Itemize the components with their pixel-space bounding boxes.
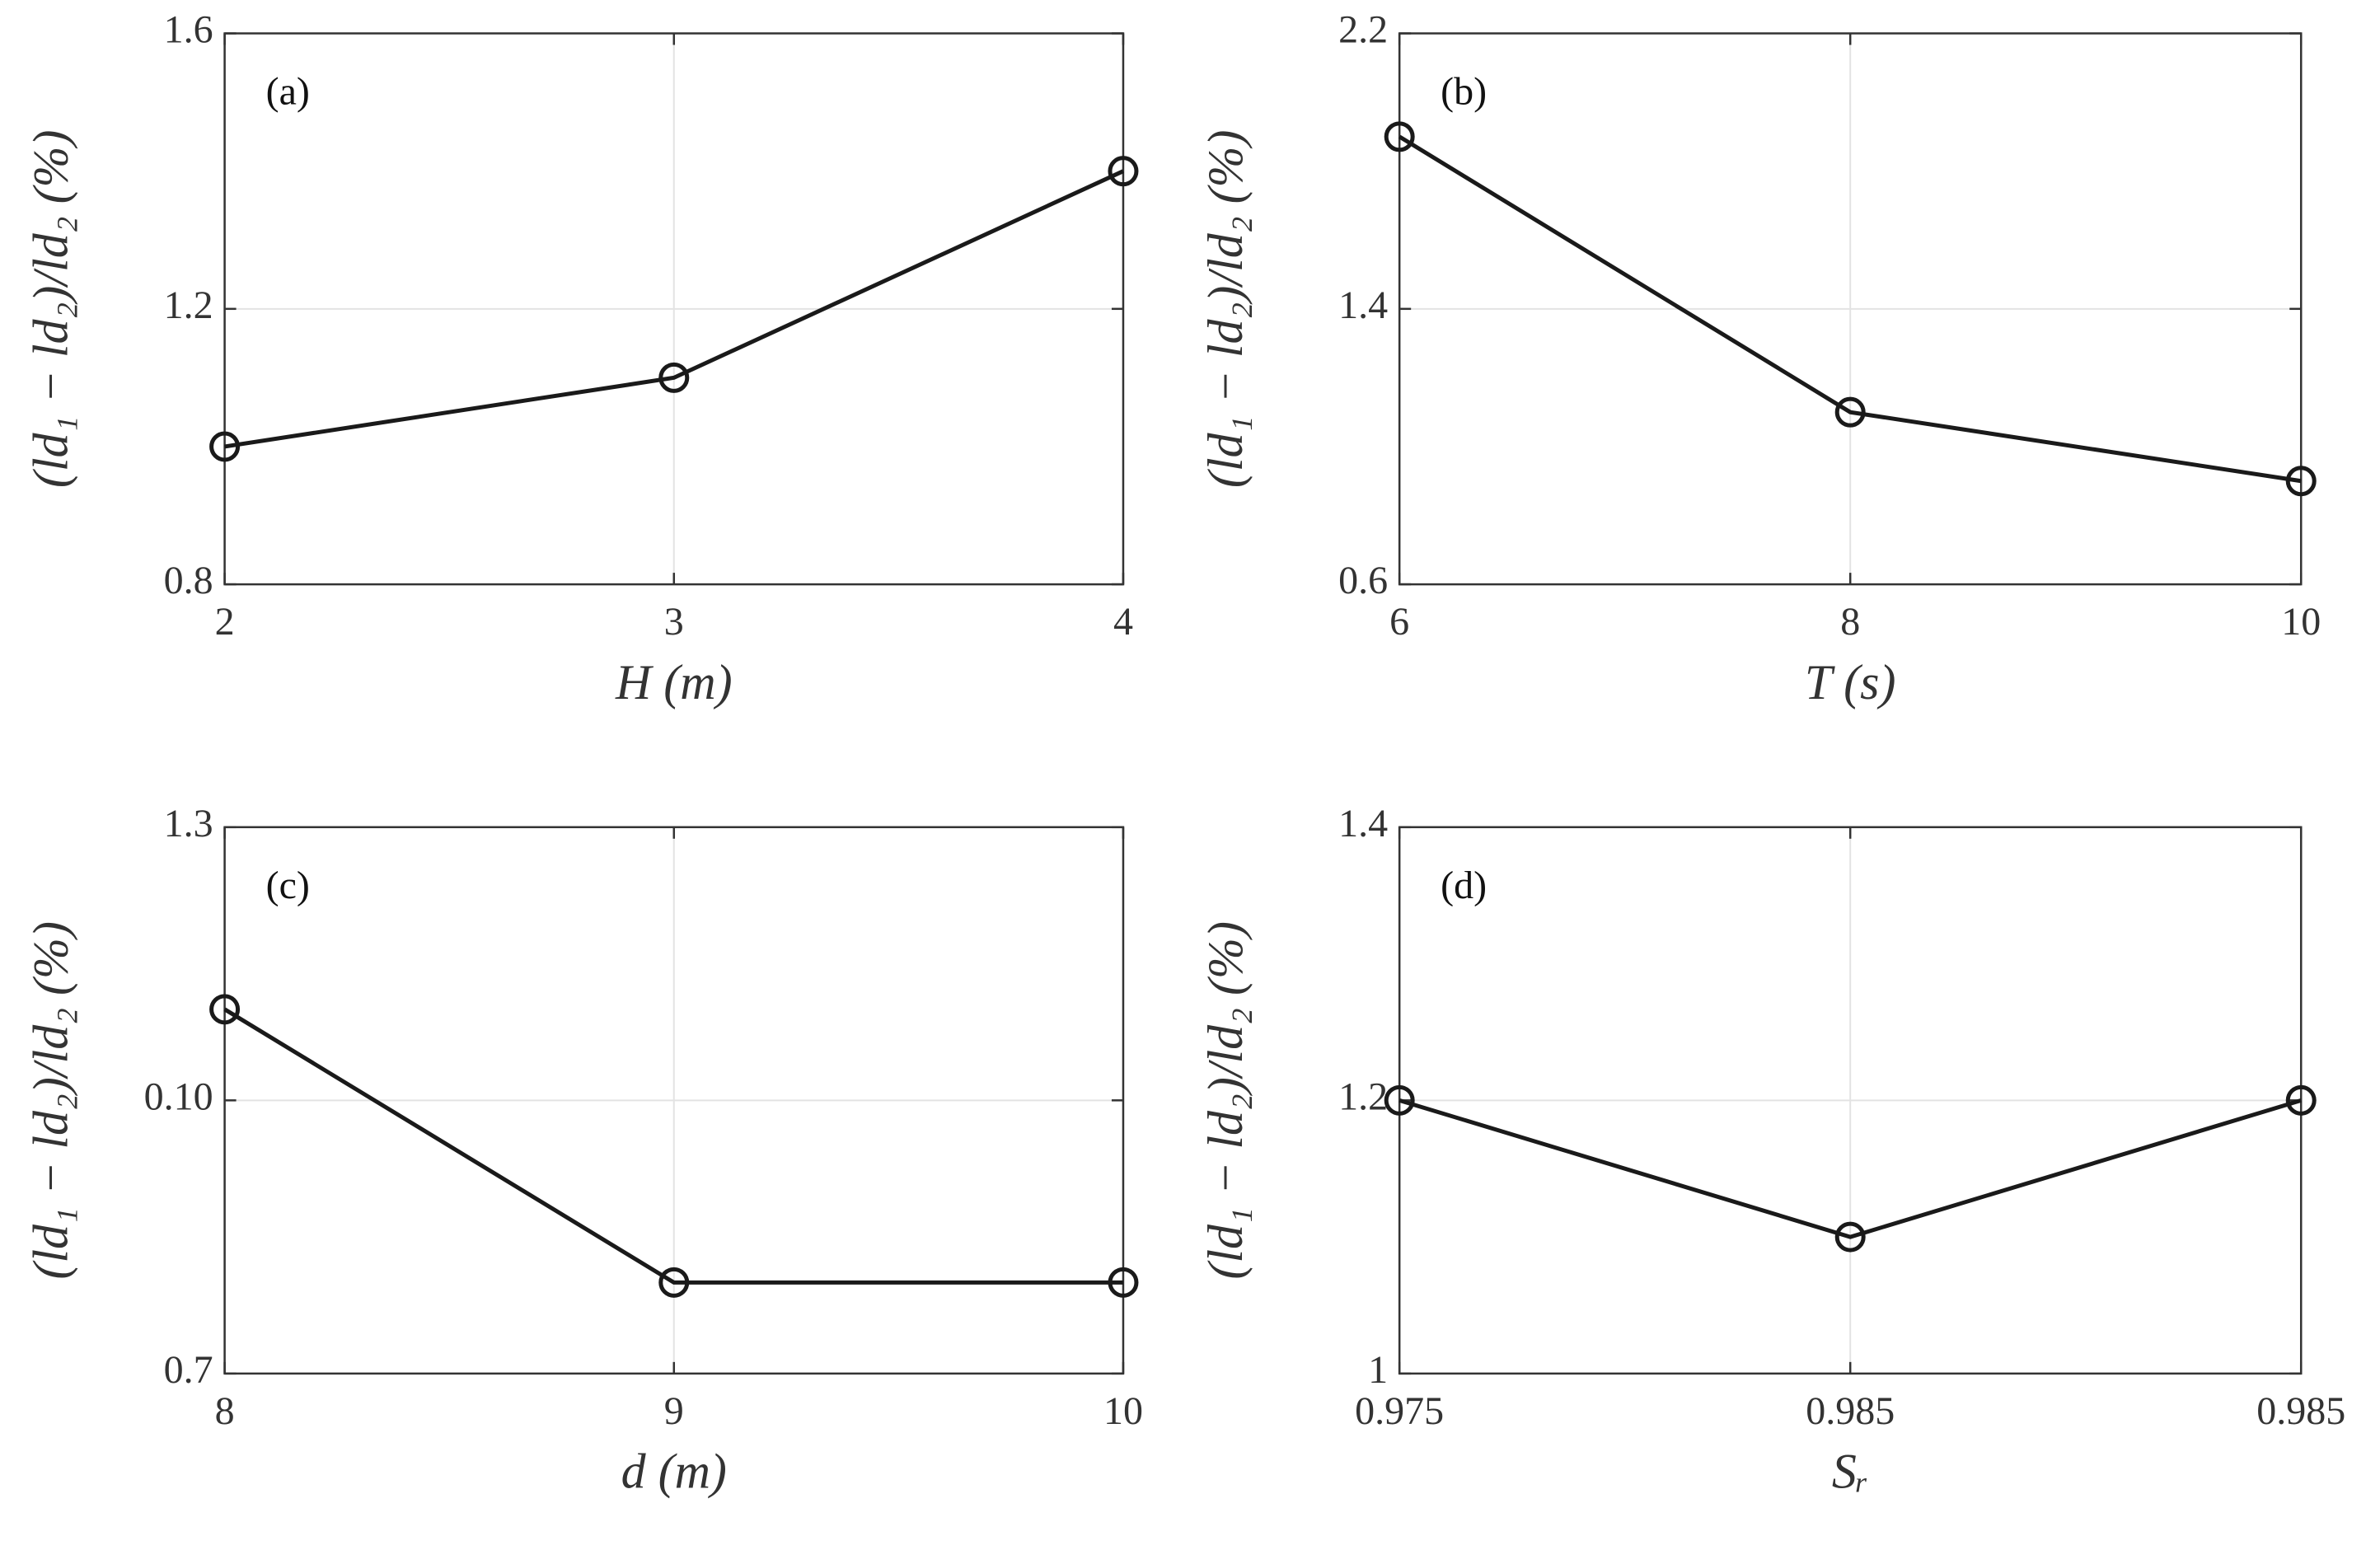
y-axis-label: (ld₁ − ld₂)/ld₂ (%) bbox=[1198, 921, 1253, 1280]
x-tick-label: 4 bbox=[1113, 600, 1133, 644]
y-tick-label: 1.2 bbox=[1338, 1075, 1388, 1118]
x-tick-label: 3 bbox=[664, 600, 684, 644]
data-point bbox=[1384, 1084, 1415, 1116]
panel-label: (c) bbox=[266, 864, 310, 907]
data-point bbox=[1834, 1221, 1866, 1253]
data-point bbox=[2285, 1084, 2317, 1116]
x-axis-label: Sᵣ bbox=[1832, 1445, 1869, 1499]
panel-label: (a) bbox=[266, 70, 310, 114]
x-tick-label: 6 bbox=[1389, 600, 1409, 644]
axes-box bbox=[223, 32, 1125, 586]
axes-box bbox=[1398, 32, 2303, 586]
x-tick-label: 10 bbox=[2281, 600, 2321, 644]
panel-label: (b) bbox=[1441, 70, 1487, 114]
data-line bbox=[223, 1007, 1123, 1285]
x-axis-label: H (m) bbox=[615, 655, 733, 709]
x-axis-label: d (m) bbox=[621, 1445, 727, 1499]
y-tick-label: 1.4 bbox=[1338, 283, 1388, 327]
data-point bbox=[1834, 396, 1866, 428]
subplot: 1 1.2 1.4 0.975 0.985 0.985 Sᵣ (ld₁ − ld₂)/ld₂ … bbox=[1198, 802, 2345, 1499]
y-tick-label: 0.6 bbox=[1338, 559, 1388, 602]
x-tick-label: 0.985 bbox=[1806, 1389, 1895, 1433]
y-axis-label: (ld₁ − ld₂)/ld₂ (%) bbox=[23, 129, 77, 488]
subplot: 0.6 1.4 2.2 6 8 10 T (s) (ld₁ − ld₂)/ld₂ (%) (b) bbox=[1198, 8, 2321, 709]
axes-box bbox=[223, 826, 1125, 1375]
data-point bbox=[1384, 121, 1415, 152]
x-tick-label: 10 bbox=[1103, 1389, 1143, 1433]
data-point bbox=[2285, 466, 2317, 497]
data-line bbox=[1398, 134, 2302, 484]
x-axis-label: T (s) bbox=[1805, 655, 1896, 709]
data-line bbox=[1398, 1098, 2302, 1239]
x-tick-label: 8 bbox=[1840, 600, 1860, 644]
x-tick-label: 8 bbox=[215, 1389, 235, 1433]
y-axis-label: (ld₁ − ld₂)/ld₂ (%) bbox=[1198, 129, 1253, 488]
y-tick-label: 1.2 bbox=[164, 283, 213, 327]
x-tick-label: 0.985 bbox=[2256, 1389, 2345, 1433]
data-point bbox=[209, 994, 241, 1025]
panel-label: (d) bbox=[1441, 864, 1487, 907]
y-tick-label: 1 bbox=[1368, 1348, 1388, 1392]
data-point bbox=[658, 362, 690, 393]
x-tick-label: 0.975 bbox=[1355, 1389, 1444, 1433]
data-point bbox=[658, 1267, 690, 1298]
subplot: 0.7 0.10 1.3 8 9 10 d (m) (ld₁ − ld₂)/ld₂ (%) (c… bbox=[23, 802, 1143, 1499]
y-axis-label: (ld₁ − ld₂)/ld₂ (%) bbox=[23, 921, 77, 1280]
data-point bbox=[1108, 1267, 1139, 1298]
y-tick-label: 1.4 bbox=[1338, 802, 1388, 845]
y-tick-label: 1.6 bbox=[164, 8, 213, 52]
y-tick-label: 1.3 bbox=[164, 802, 213, 845]
subplot: 0.8 1.2 1.6 2 3 4 H (m) (ld₁ − ld₂)/ld₂ (%) (a) bbox=[23, 8, 1139, 709]
data-line bbox=[224, 169, 1125, 449]
y-tick-label: 0.10 bbox=[144, 1075, 213, 1118]
data-point bbox=[1108, 156, 1139, 187]
x-tick-label: 2 bbox=[215, 600, 235, 644]
data-point bbox=[209, 431, 241, 462]
y-tick-label: 0.8 bbox=[164, 559, 213, 602]
y-tick-label: 2.2 bbox=[1338, 8, 1388, 52]
y-tick-label: 0.7 bbox=[164, 1348, 213, 1392]
x-tick-label: 9 bbox=[664, 1389, 684, 1433]
